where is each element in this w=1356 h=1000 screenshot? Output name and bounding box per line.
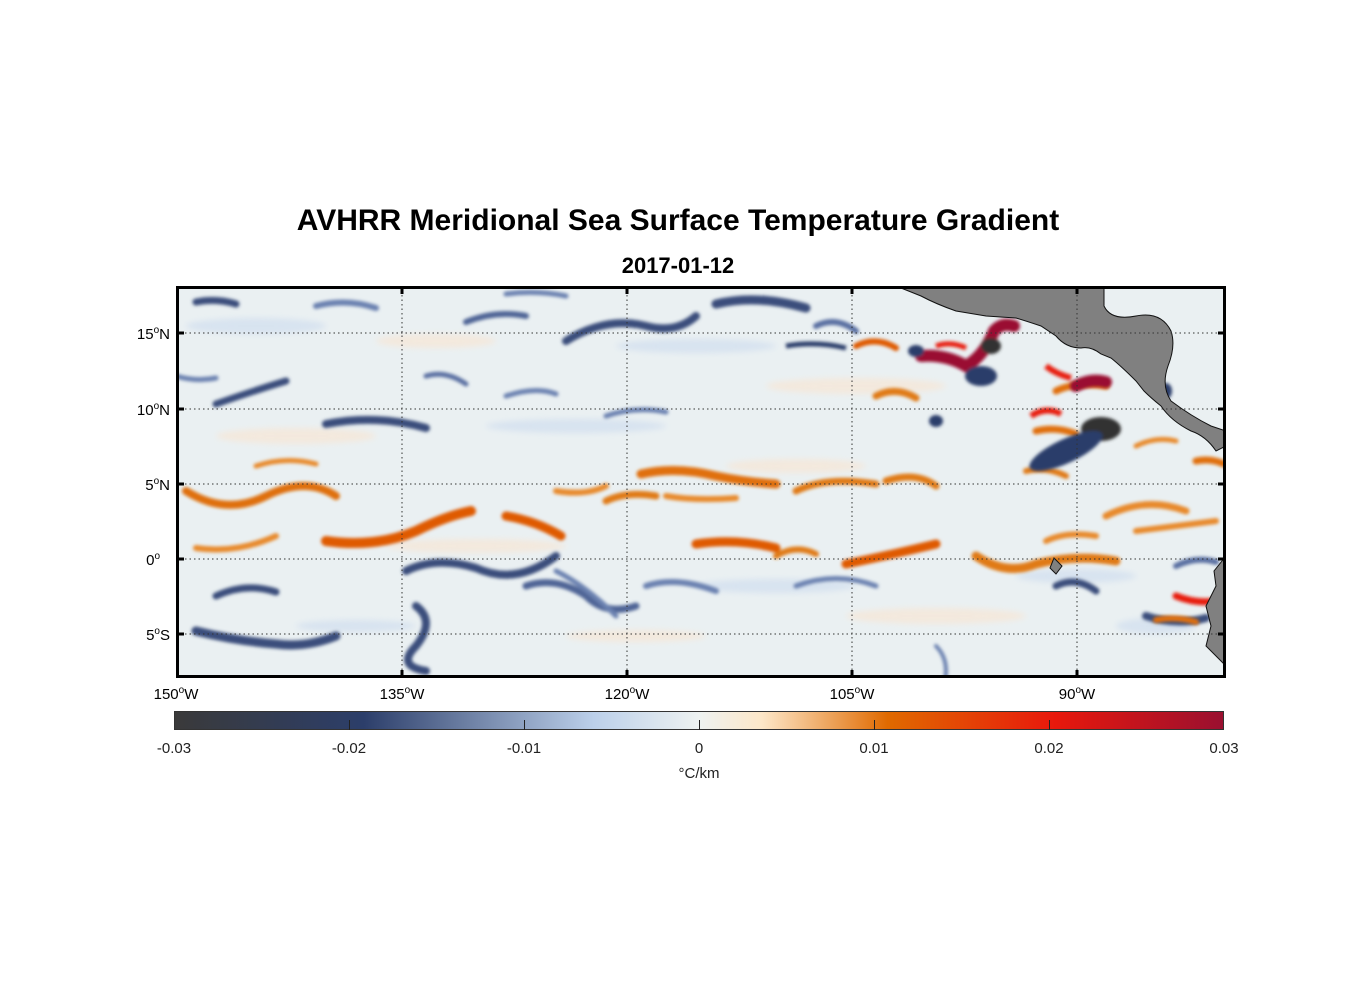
colorbar-tick-mark (699, 720, 700, 730)
colorbar-tick-label: -0.03 (156, 740, 192, 757)
lon-label-135w: 135oW (379, 685, 425, 703)
colorbar-tick-label: 0.01 (859, 740, 889, 757)
positive-gradient-features (182, 338, 1226, 625)
coastal-intense-features (785, 318, 1172, 472)
lat-label-15n: 15oN (136, 325, 170, 343)
lon-label-90w: 90oW (1058, 685, 1096, 703)
colorbar-tick-label: -0.02 (331, 740, 367, 757)
colorbar-tick-label: 0.03 (1209, 740, 1239, 757)
colorbar-tick-mark (524, 720, 525, 730)
lat-label-0: 0o (146, 551, 160, 569)
lon-label-105w: 105oW (829, 685, 875, 703)
colorbar-tick-mark (874, 720, 875, 730)
chart-title: AVHRR Meridional Sea Surface Temperature… (296, 204, 1060, 237)
colorbar-tick-mark (349, 720, 350, 730)
lat-label-5n: 5oN (145, 476, 170, 494)
colorbar-tick-label: 0.02 (1034, 740, 1064, 757)
colorbar-tick-label: -0.01 (506, 740, 542, 757)
map-svg (176, 286, 1226, 678)
lat-label-10n: 10oN (136, 401, 170, 419)
colorbar-tick-mark (1049, 720, 1050, 730)
chart-subtitle: 2017-01-12 (621, 253, 735, 278)
lon-label-150w: 150oW (153, 685, 199, 703)
map-panel (176, 286, 1226, 678)
light-texture (186, 318, 1196, 642)
negative-gradient-features (176, 289, 1219, 678)
lat-label-5s: 5oS (146, 626, 170, 644)
galapagos-islands (1049, 557, 1063, 575)
colorbar-unit-label: °C/km (678, 765, 720, 782)
map-frame (176, 286, 1226, 678)
colorbar-tick-label: 0 (694, 740, 704, 757)
lon-label-120w: 120oW (604, 685, 650, 703)
